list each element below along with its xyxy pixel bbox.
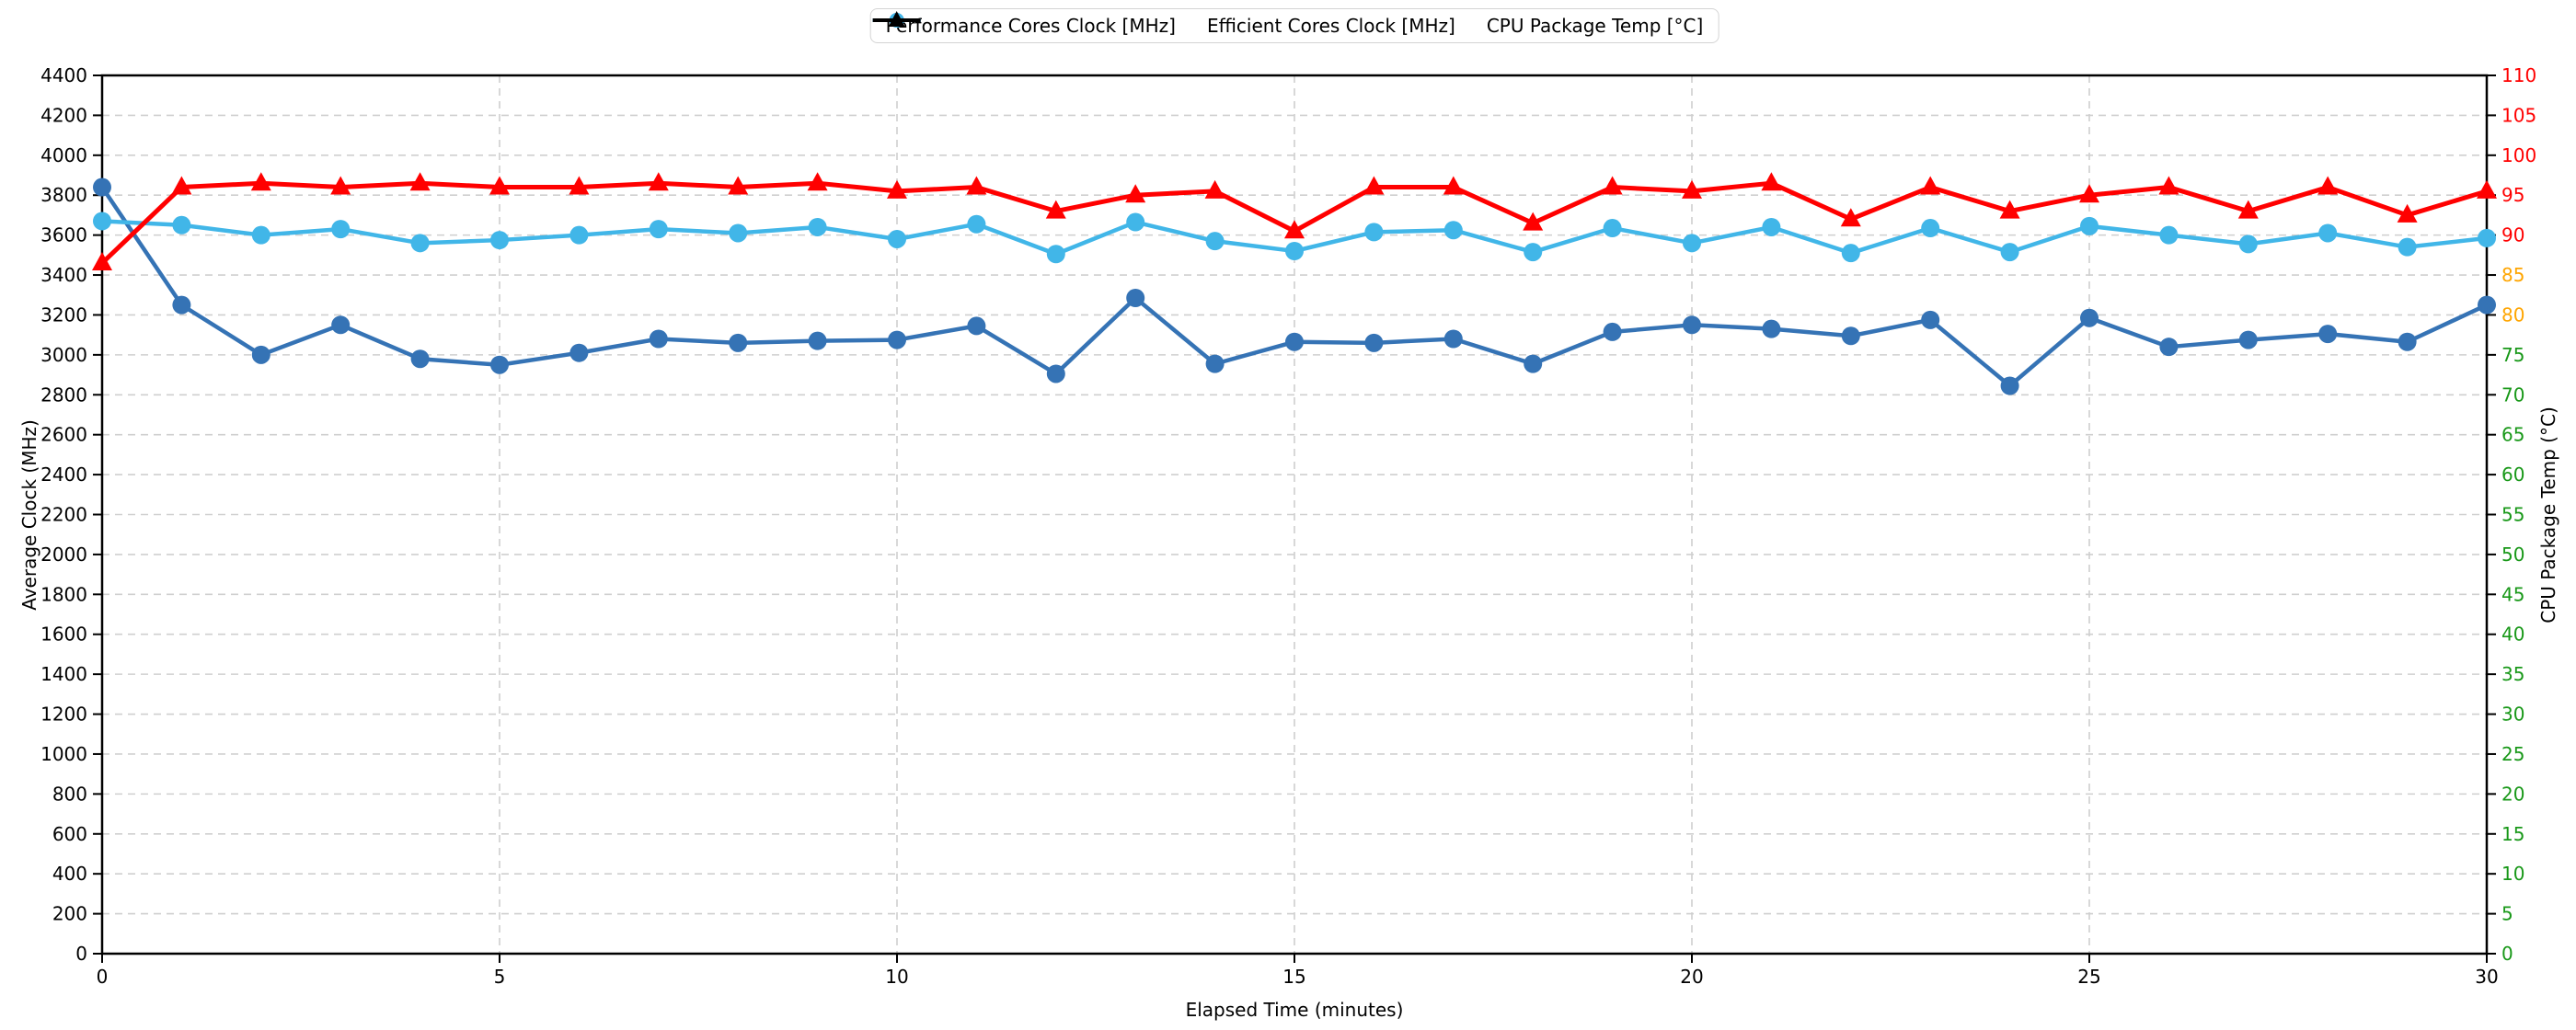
svg-text:40: 40 bbox=[2501, 624, 2524, 646]
svg-text:3600: 3600 bbox=[40, 224, 87, 246]
svg-text:25: 25 bbox=[2077, 966, 2100, 988]
svg-text:20: 20 bbox=[2501, 783, 2524, 805]
legend-label: Performance Cores Clock [MHz] bbox=[885, 15, 1176, 37]
svg-text:20: 20 bbox=[1680, 966, 1703, 988]
svg-text:55: 55 bbox=[2501, 504, 2524, 526]
svg-text:35: 35 bbox=[2501, 663, 2524, 685]
svg-text:4200: 4200 bbox=[40, 104, 87, 126]
svg-text:5: 5 bbox=[494, 966, 506, 988]
svg-text:85: 85 bbox=[2501, 264, 2524, 286]
svg-text:1000: 1000 bbox=[40, 743, 87, 765]
svg-text:105: 105 bbox=[2501, 104, 2536, 126]
svg-text:110: 110 bbox=[2501, 64, 2536, 86]
y-axis-label-left: Average Clock (MHz) bbox=[18, 419, 40, 611]
svg-text:25: 25 bbox=[2501, 743, 2524, 765]
legend-item-package-temp: CPU Package Temp [°C] bbox=[872, 11, 1704, 37]
svg-text:2200: 2200 bbox=[40, 504, 87, 526]
svg-text:10: 10 bbox=[885, 966, 908, 988]
svg-text:100: 100 bbox=[2501, 144, 2536, 166]
svg-text:0: 0 bbox=[2501, 943, 2513, 965]
svg-text:95: 95 bbox=[2501, 184, 2524, 206]
svg-text:3800: 3800 bbox=[40, 184, 87, 206]
svg-text:2600: 2600 bbox=[40, 424, 87, 446]
svg-text:1600: 1600 bbox=[40, 624, 87, 646]
svg-text:50: 50 bbox=[2501, 544, 2524, 566]
legend-label: CPU Package Temp [°C] bbox=[1486, 15, 1704, 37]
series-0 bbox=[93, 177, 2496, 395]
svg-text:15: 15 bbox=[1282, 966, 1305, 988]
svg-text:3000: 3000 bbox=[40, 344, 87, 366]
series-1 bbox=[93, 212, 2496, 264]
svg-text:3400: 3400 bbox=[40, 264, 87, 286]
y-axis-left-tick-labels: 0 200 400 600 800 1000 1200 1400 1600 1800 2000 220… bbox=[40, 64, 87, 965]
svg-text:75: 75 bbox=[2501, 344, 2524, 366]
y-axis-right-tick-labels: 0 5 10 15 20 25 30 35 40 45 50 55 60 65 70 75 80 85 90 95 10… bbox=[2501, 64, 2536, 965]
svg-text:200: 200 bbox=[52, 903, 87, 925]
svg-text:0: 0 bbox=[75, 943, 87, 965]
y-axis-label-right: CPU Package Temp (°C) bbox=[2537, 406, 2559, 624]
svg-text:30: 30 bbox=[2475, 966, 2498, 988]
svg-text:1200: 1200 bbox=[40, 704, 87, 726]
svg-text:90: 90 bbox=[2501, 224, 2524, 246]
svg-text:4000: 4000 bbox=[40, 144, 87, 166]
svg-text:800: 800 bbox=[52, 783, 87, 805]
x-axis-tick-labels: 0 5 10 15 20 25 30 bbox=[97, 966, 2499, 988]
svg-text:65: 65 bbox=[2501, 424, 2524, 446]
legend-swatch-line-triangle-icon bbox=[872, 11, 921, 27]
svg-text:400: 400 bbox=[52, 863, 87, 885]
svg-text:45: 45 bbox=[2501, 583, 2524, 605]
series-2 bbox=[92, 172, 2497, 271]
svg-text:5: 5 bbox=[2501, 903, 2513, 925]
svg-text:1800: 1800 bbox=[40, 583, 87, 605]
svg-text:600: 600 bbox=[52, 823, 87, 845]
svg-text:15: 15 bbox=[2501, 823, 2524, 845]
svg-text:60: 60 bbox=[2501, 464, 2524, 486]
svg-text:3200: 3200 bbox=[40, 303, 87, 326]
svg-text:10: 10 bbox=[2501, 863, 2524, 885]
svg-text:2800: 2800 bbox=[40, 383, 87, 406]
svg-text:80: 80 bbox=[2501, 303, 2524, 326]
svg-text:4400: 4400 bbox=[40, 64, 87, 86]
gridlines bbox=[102, 75, 2487, 954]
x-axis-label: Elapsed Time (minutes) bbox=[1185, 999, 1404, 1021]
legend-label: Efficient Cores Clock [MHz] bbox=[1206, 15, 1455, 37]
legend-item-efficient-cores: Efficient Cores Clock [MHz] bbox=[872, 13, 1455, 37]
legend: Performance Cores Clock [MHz] Efficient … bbox=[869, 8, 1719, 43]
svg-text:2000: 2000 bbox=[40, 544, 87, 566]
svg-text:2400: 2400 bbox=[40, 464, 87, 486]
svg-text:70: 70 bbox=[2501, 383, 2524, 406]
legend-item-performance-cores: Performance Cores Clock [MHz] bbox=[872, 13, 1176, 37]
svg-text:0: 0 bbox=[97, 966, 109, 988]
svg-text:30: 30 bbox=[2501, 704, 2524, 726]
svg-text:1400: 1400 bbox=[40, 663, 87, 685]
